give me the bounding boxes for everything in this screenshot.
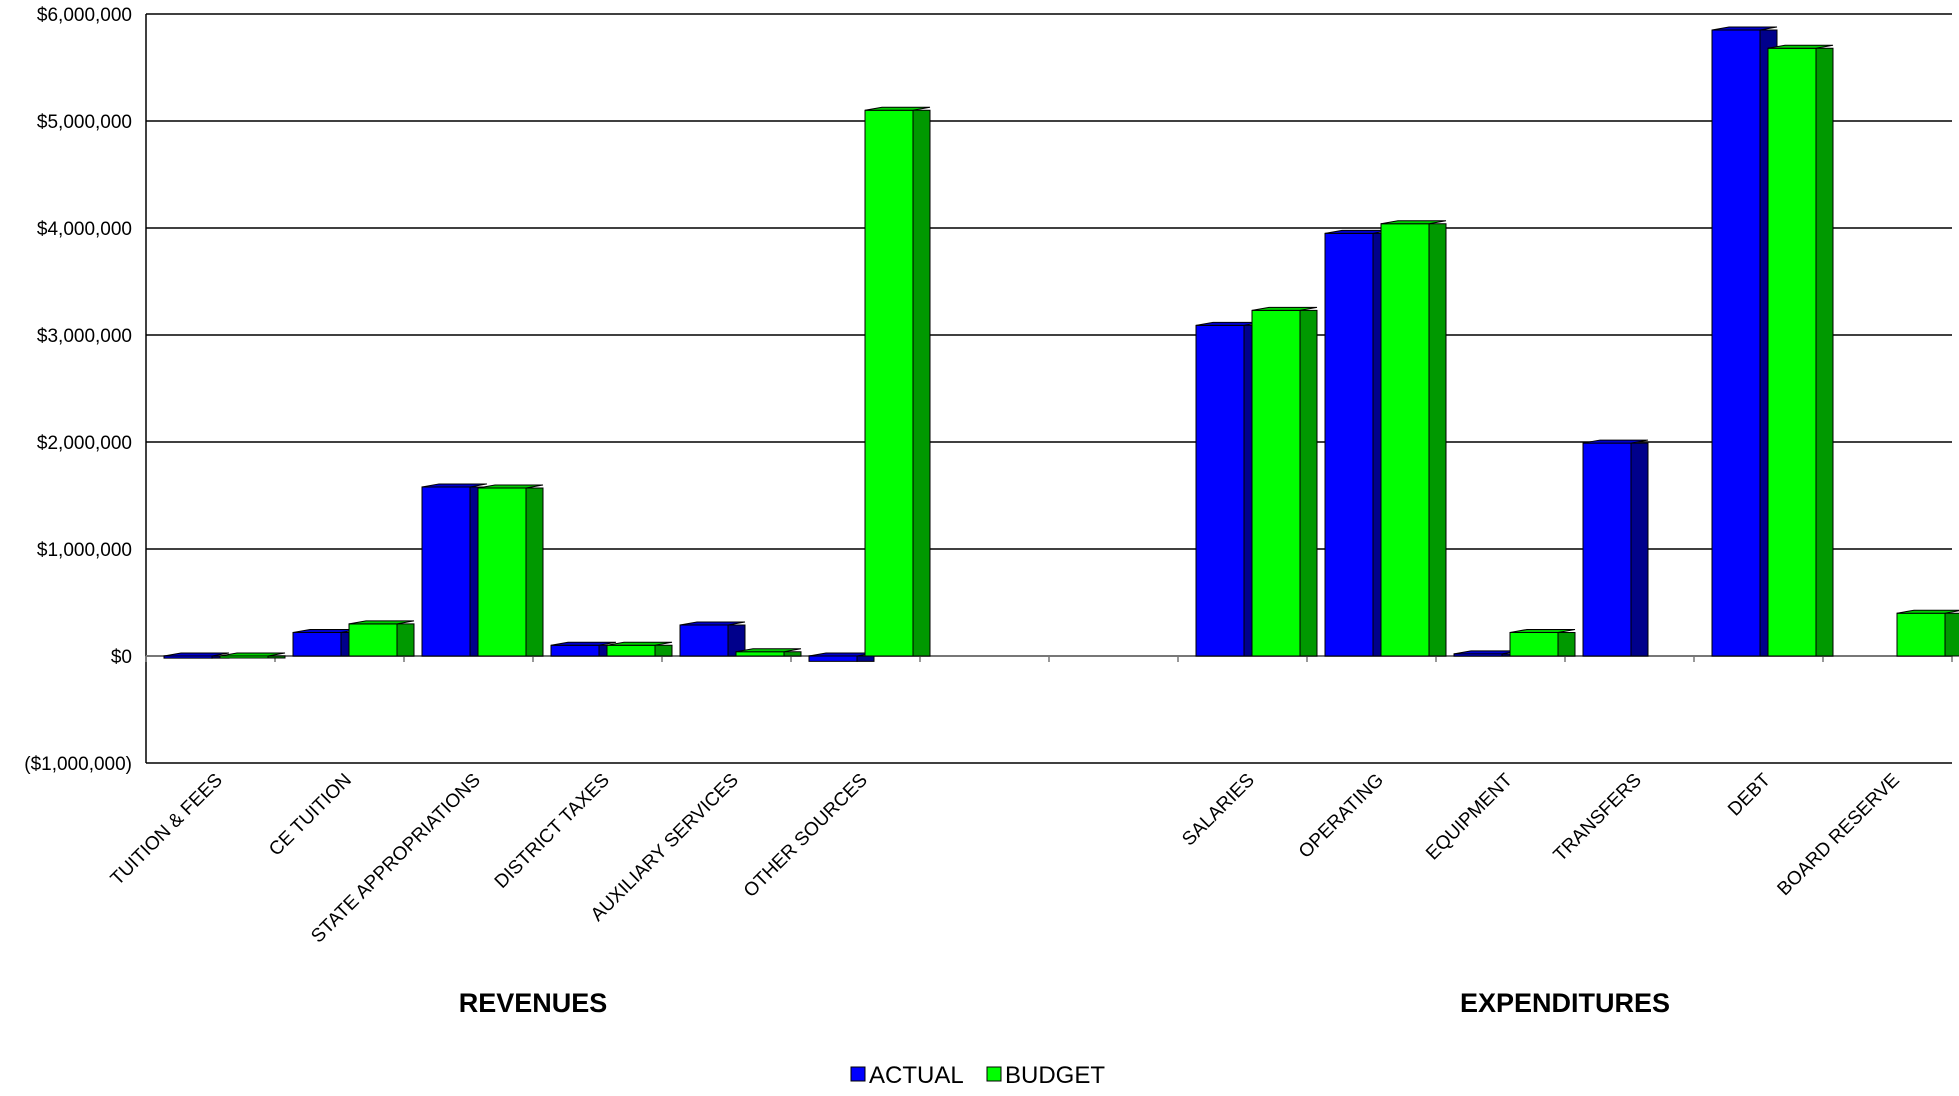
y-tick-label: $2,000,000 (37, 433, 132, 454)
bar-actual-debt (1711, 26, 1778, 657)
bar-front (1324, 232, 1374, 657)
x-tick-label-operating: OPERATING (1295, 770, 1388, 863)
bar-actual-district-taxes (550, 641, 617, 657)
bar-top (1251, 306, 1318, 311)
bar-front (1582, 442, 1632, 657)
bar-front (679, 624, 729, 657)
bar-side (654, 644, 673, 657)
bar-top (1711, 26, 1778, 31)
bar-front (1509, 631, 1559, 657)
bar-side (1299, 309, 1318, 657)
bar-front (1195, 324, 1245, 657)
legend-swatch-budget (986, 1066, 1002, 1082)
bar-top (864, 106, 931, 111)
y-tick-label: $5,000,000 (37, 112, 132, 133)
bar-actual-operating (1324, 229, 1391, 657)
x-tick-label-salaries: SALARIES (1178, 770, 1259, 851)
bar-budget-state-appropriations (477, 484, 544, 657)
x-tick-label-district-taxes: DISTRICT TAXES (491, 770, 614, 893)
bar-actual-ce-tuition (292, 628, 359, 657)
bar-top (219, 652, 286, 657)
bar-top (348, 620, 415, 625)
legend-label-budget: BUDGET (1005, 1062, 1105, 1089)
bar-side (912, 109, 931, 657)
bar-top (1380, 220, 1447, 225)
bar-top (550, 641, 617, 646)
bar-budget-equipment (1509, 628, 1576, 657)
group-label-expenditures: EXPENDITURES (1460, 988, 1670, 1018)
y-tick-label: ($1,000,000) (24, 754, 132, 775)
bar-top (477, 484, 544, 489)
y-tick-label: $4,000,000 (37, 219, 132, 240)
bar-actual-state-appropriations (421, 483, 488, 657)
legend-label-actual: ACTUAL (869, 1062, 964, 1089)
bar-top (163, 652, 230, 657)
bar-side (396, 623, 415, 657)
bar-top (735, 648, 802, 653)
bar-front (1380, 223, 1430, 657)
x-tick-label-transfers: TRANSFERS (1550, 770, 1646, 866)
bar-top (606, 641, 673, 646)
bar-side (1815, 47, 1834, 657)
bar-budget-debt (1767, 44, 1834, 657)
bar-front (550, 644, 600, 657)
y-tick-label: $3,000,000 (37, 326, 132, 347)
bar-actual-salaries (1195, 321, 1262, 657)
x-tick-label-other-sources: OTHER SOURCES (740, 770, 872, 902)
bar-budget-district-taxes (606, 641, 673, 657)
bar-budget-operating (1380, 220, 1447, 657)
bar-actual-auxiliary-services (679, 621, 746, 657)
bar-budget-auxiliary-services (735, 648, 802, 657)
bar-top (679, 621, 746, 626)
bar-front (864, 109, 914, 657)
bar-actual-equipment (1453, 650, 1520, 657)
bar-actual-other-sources (808, 652, 875, 662)
bar-side (856, 655, 875, 662)
bar-side (783, 651, 802, 657)
x-tick-label-board-reserve: BOARD RESERVE (1774, 770, 1904, 900)
bar-actual-transfers (1582, 439, 1649, 657)
y-tick-label: $6,000,000 (37, 5, 132, 26)
bar-side (525, 487, 544, 657)
bar-actual-tuition-fees (163, 652, 230, 659)
bar-top (1582, 439, 1649, 444)
bar-side (267, 655, 286, 659)
bar-front (1896, 612, 1946, 657)
group-label-revenues: REVENUES (459, 988, 608, 1018)
y-tick-label: $1,000,000 (37, 540, 132, 561)
bar-top (1896, 609, 1959, 614)
bar-front (348, 623, 398, 657)
bar-front (1767, 47, 1817, 657)
bar-front (1251, 309, 1301, 657)
legend-swatch-actual (850, 1066, 866, 1082)
x-tick-label-ce-tuition: CE TUITION (265, 770, 356, 861)
bar-front (808, 655, 858, 662)
x-tick-label-auxiliary-services: AUXILIARY SERVICES (587, 770, 743, 926)
legend: ACTUAL BUDGET (850, 1062, 1105, 1089)
bar-top (1509, 628, 1576, 633)
bar-budget-tuition-fees (219, 652, 286, 659)
bar-side (1630, 442, 1649, 657)
bar-budget-board-reserve (1896, 609, 1959, 657)
bar-budget-other-sources (864, 106, 931, 657)
bar-side (1944, 612, 1959, 657)
x-tick-label-tuition-fees: TUITION & FEES (107, 770, 227, 890)
bar-front (735, 651, 785, 657)
bar-front (477, 487, 527, 657)
bar-front (292, 631, 342, 657)
bar-budget-ce-tuition (348, 620, 415, 657)
bar-budget-salaries (1251, 306, 1318, 657)
bar-front (606, 644, 656, 657)
y-tick-label: $0 (111, 647, 132, 668)
x-tick-label-equipment: EQUIPMENT (1422, 769, 1517, 864)
bar-front (421, 486, 471, 657)
bar-side (1428, 223, 1447, 657)
bar-top (1767, 44, 1834, 49)
bar-side (1557, 631, 1576, 657)
x-tick-label-debt: DEBT (1724, 769, 1775, 820)
bar-top (421, 483, 488, 488)
bar-front (1711, 29, 1761, 657)
